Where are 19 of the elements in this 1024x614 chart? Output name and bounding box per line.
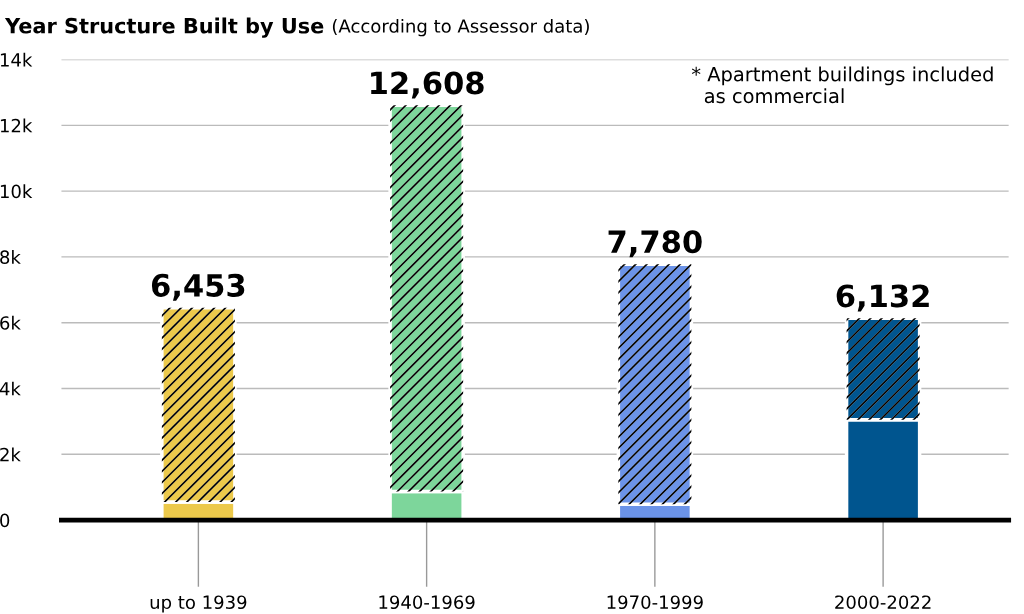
chart-subtitle: (According to Assessor data)	[332, 18, 589, 37]
x-tick-label: 1970-1999	[607, 595, 703, 610]
y-tick-label: 14k	[0, 52, 33, 67]
chart-title: Year Structure Built by Use	[4, 17, 324, 38]
y-tick-label: 12k	[0, 118, 33, 133]
y-tick-label: 10k	[0, 184, 33, 199]
total-label: 6,453	[151, 273, 245, 301]
y-tick-label: 6k	[0, 315, 21, 330]
x-tick-label: 2000-2022	[835, 595, 931, 610]
total-label: 6,132	[836, 284, 929, 312]
annotation: * Apartment buildings included as commercial	[691, 66, 993, 104]
x-tick-label: 1940-1969	[379, 595, 475, 610]
total-label: 12,608	[371, 71, 484, 99]
y-tick-label: 4k	[0, 381, 21, 396]
total-label: 7,780	[608, 230, 702, 258]
x-tick-label: up to 1939	[150, 595, 247, 613]
y-tick-label: 0	[0, 513, 10, 528]
y-tick-label: 8k	[0, 250, 21, 265]
y-tick-label: 2k	[0, 447, 21, 462]
